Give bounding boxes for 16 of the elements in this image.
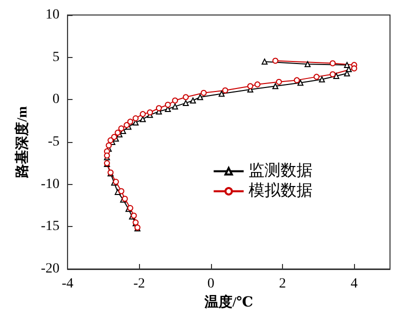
x-tick-label: -4: [62, 276, 74, 292]
y-tick-label: 5: [52, 50, 60, 65]
y-tick-label: -15: [40, 219, 60, 234]
legend-label: 模拟数据: [248, 182, 313, 200]
y-tick-label: 10: [46, 8, 60, 22]
x-axis-title: 温度/℃: [203, 293, 254, 310]
x-tick-label: 2: [279, 276, 286, 292]
y-axis-title: 路基深度/m: [14, 106, 30, 179]
y-tick-label: -10: [40, 176, 60, 192]
legend-label: 监测数据: [248, 162, 313, 180]
x-tick-label: 4: [350, 276, 358, 292]
y-tick-label: -5: [48, 134, 60, 150]
x-tick-label: 0: [207, 276, 214, 292]
y-tick-label: 0: [52, 92, 60, 108]
x-tick-label: -2: [133, 276, 146, 292]
y-tick-label: -20: [40, 262, 60, 276]
